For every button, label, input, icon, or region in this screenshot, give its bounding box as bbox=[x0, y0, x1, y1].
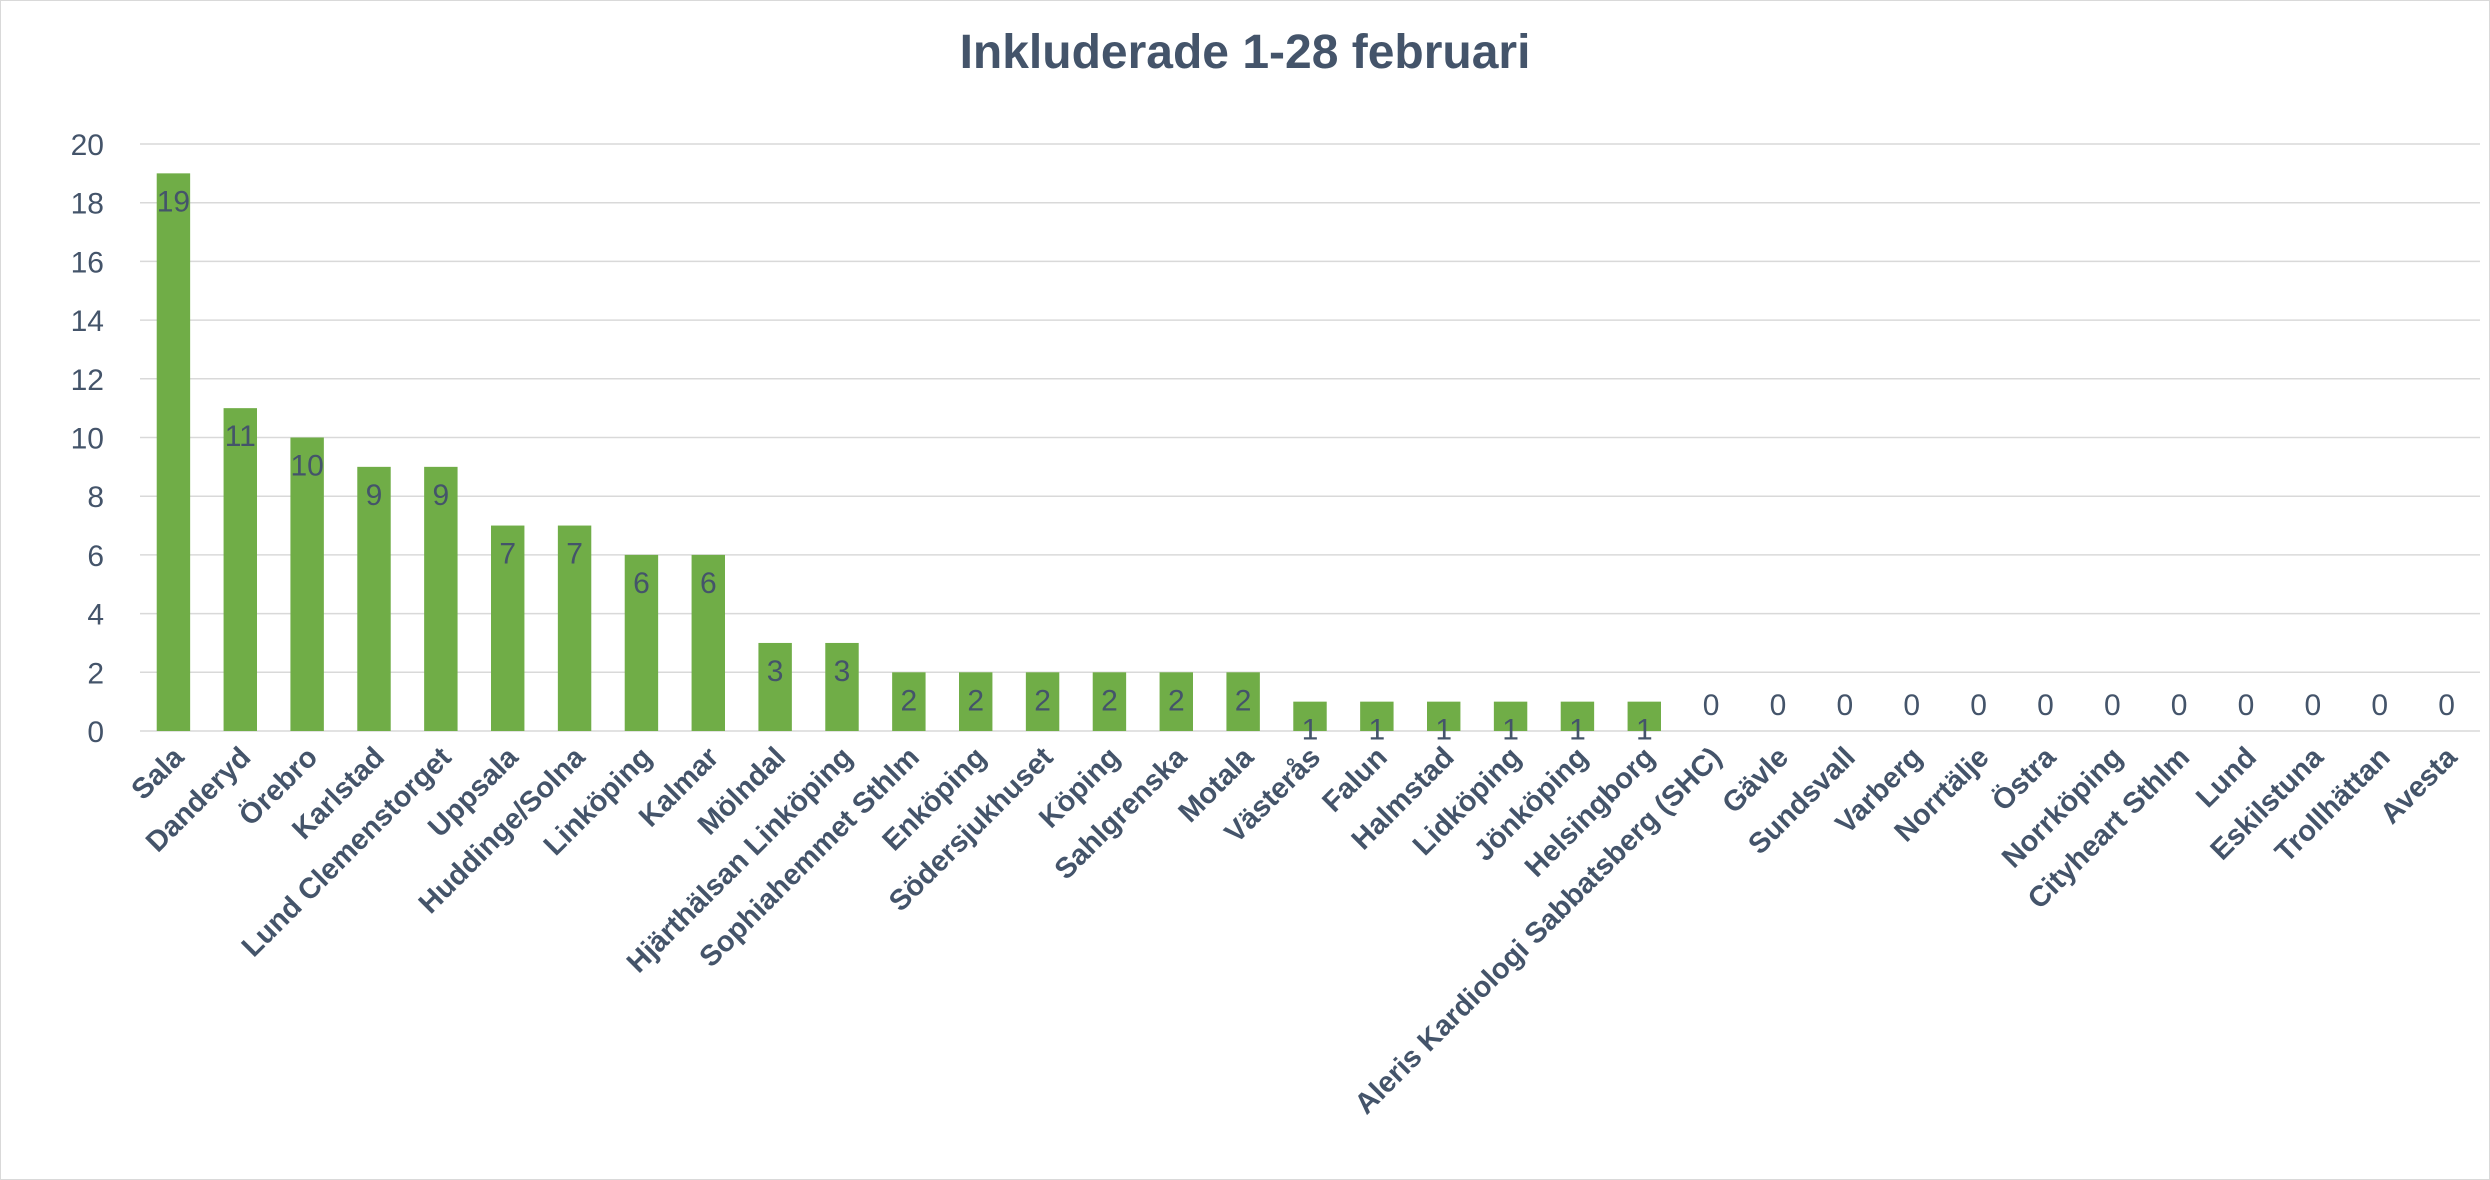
bar bbox=[156, 173, 191, 732]
data-label: 0 bbox=[2104, 689, 2121, 722]
data-label: 0 bbox=[2305, 689, 2322, 722]
y-tick-label: 20 bbox=[71, 129, 104, 162]
bar bbox=[424, 466, 458, 731]
data-label: 2 bbox=[1235, 684, 1252, 717]
y-tick-label: 2 bbox=[87, 657, 104, 690]
bar bbox=[557, 525, 592, 731]
data-label: 10 bbox=[290, 450, 323, 483]
y-tick-label: 18 bbox=[71, 188, 104, 221]
data-label: 0 bbox=[1770, 689, 1787, 722]
bar bbox=[691, 554, 725, 731]
data-label: 1 bbox=[1369, 714, 1386, 747]
bar bbox=[892, 672, 926, 731]
data-label: 0 bbox=[2238, 689, 2255, 722]
bars bbox=[156, 173, 1661, 732]
y-tick-label: 6 bbox=[87, 540, 104, 573]
bar bbox=[1360, 701, 1394, 731]
data-label: 0 bbox=[2037, 689, 2054, 722]
chart-title: Inkluderade 1-28 februari bbox=[960, 26, 1531, 79]
gridlines bbox=[140, 143, 2480, 732]
data-label: 1 bbox=[1435, 714, 1452, 747]
data-label: 0 bbox=[2371, 689, 2388, 722]
bar bbox=[1025, 672, 1060, 731]
bar bbox=[959, 672, 993, 731]
data-label: 0 bbox=[1837, 689, 1854, 722]
data-label: 0 bbox=[2171, 689, 2188, 722]
data-label: 0 bbox=[1703, 689, 1720, 722]
bar bbox=[1159, 672, 1193, 731]
data-label: 0 bbox=[2438, 689, 2455, 722]
data-label: 2 bbox=[1034, 684, 1051, 717]
data-label: 11 bbox=[225, 420, 256, 453]
bar bbox=[825, 642, 859, 731]
data-label: 1 bbox=[1636, 714, 1653, 747]
y-tick-label: 0 bbox=[87, 716, 104, 749]
data-label: 2 bbox=[901, 684, 918, 717]
data-label: 3 bbox=[767, 655, 784, 688]
bar bbox=[1293, 701, 1327, 731]
bar bbox=[1427, 701, 1461, 731]
data-label: 3 bbox=[834, 655, 851, 688]
bar bbox=[290, 437, 324, 731]
y-tick-label: 10 bbox=[71, 423, 104, 456]
bar bbox=[1493, 701, 1528, 731]
data-label: 0 bbox=[1903, 689, 1920, 722]
data-label: 6 bbox=[700, 567, 717, 600]
bar bbox=[1560, 701, 1595, 731]
bar bbox=[1627, 701, 1661, 731]
data-label: 1 bbox=[1569, 714, 1586, 747]
y-tick-label: 12 bbox=[71, 364, 104, 397]
y-tick-label: 4 bbox=[87, 599, 104, 632]
data-label: 1 bbox=[1302, 714, 1319, 747]
data-label: 6 bbox=[633, 567, 650, 600]
data-label: 19 bbox=[157, 185, 190, 218]
y-axis-ticks: 0 2 4 6 8 10 12 14 16 18 20 bbox=[71, 129, 104, 749]
data-label: 1 bbox=[1502, 714, 1519, 747]
bar bbox=[223, 408, 257, 731]
bar bbox=[1092, 672, 1127, 731]
data-label: 2 bbox=[1101, 684, 1118, 717]
data-label: 7 bbox=[566, 538, 583, 571]
data-label: 9 bbox=[366, 479, 383, 512]
y-tick-label: 8 bbox=[87, 481, 104, 514]
bar bbox=[1226, 672, 1260, 731]
bar bbox=[357, 466, 391, 731]
data-label: 2 bbox=[1168, 684, 1185, 717]
bar bbox=[758, 642, 792, 731]
bar bbox=[491, 525, 525, 731]
data-label: 9 bbox=[433, 479, 450, 512]
y-tick-label: 16 bbox=[71, 246, 104, 279]
y-tick-label: 14 bbox=[71, 305, 104, 338]
bar bbox=[624, 554, 659, 731]
x-tick-label: Avesta bbox=[2374, 741, 2464, 831]
data-label: 0 bbox=[1970, 689, 1987, 722]
data-label: 2 bbox=[967, 684, 984, 717]
data-label: 7 bbox=[499, 538, 516, 571]
